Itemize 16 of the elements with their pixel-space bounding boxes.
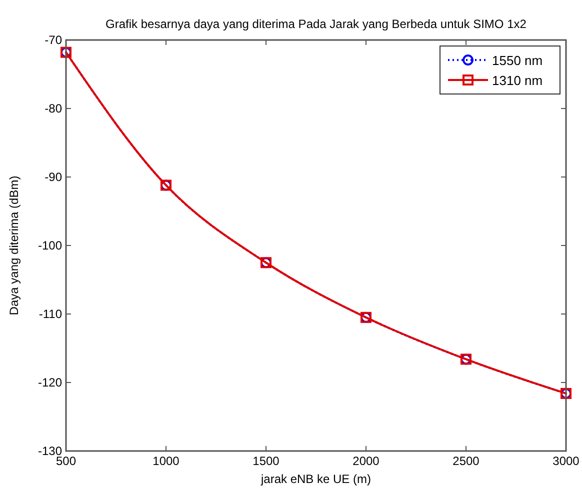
x-tick-label: 1500: [252, 454, 280, 468]
y-tick-label: -100: [38, 238, 62, 252]
y-tick-label: -80: [44, 102, 62, 116]
y-tick-label: -120: [38, 376, 62, 390]
x-tick-label: 1000: [152, 454, 180, 468]
chart-title: Grafik besarnya daya yang diterima Pada Jarak yang Berbeda untuk SIMO 1x2: [106, 17, 527, 31]
y-tick-label: -70: [44, 33, 62, 47]
x-tick-label: 2500: [452, 454, 480, 468]
y-axis-title: Daya yang diterima (dBm): [7, 176, 21, 316]
x-tick-label: 2000: [352, 454, 380, 468]
legend-label: 1310 nm: [492, 73, 543, 88]
y-tick-label: -90: [44, 170, 62, 184]
x-tick-label: 3000: [552, 454, 580, 468]
legend-label: 1550 nm: [492, 53, 543, 68]
x-axis-title: jarak eNB ke UE (m): [260, 472, 372, 486]
y-tick-label: -110: [38, 307, 62, 321]
